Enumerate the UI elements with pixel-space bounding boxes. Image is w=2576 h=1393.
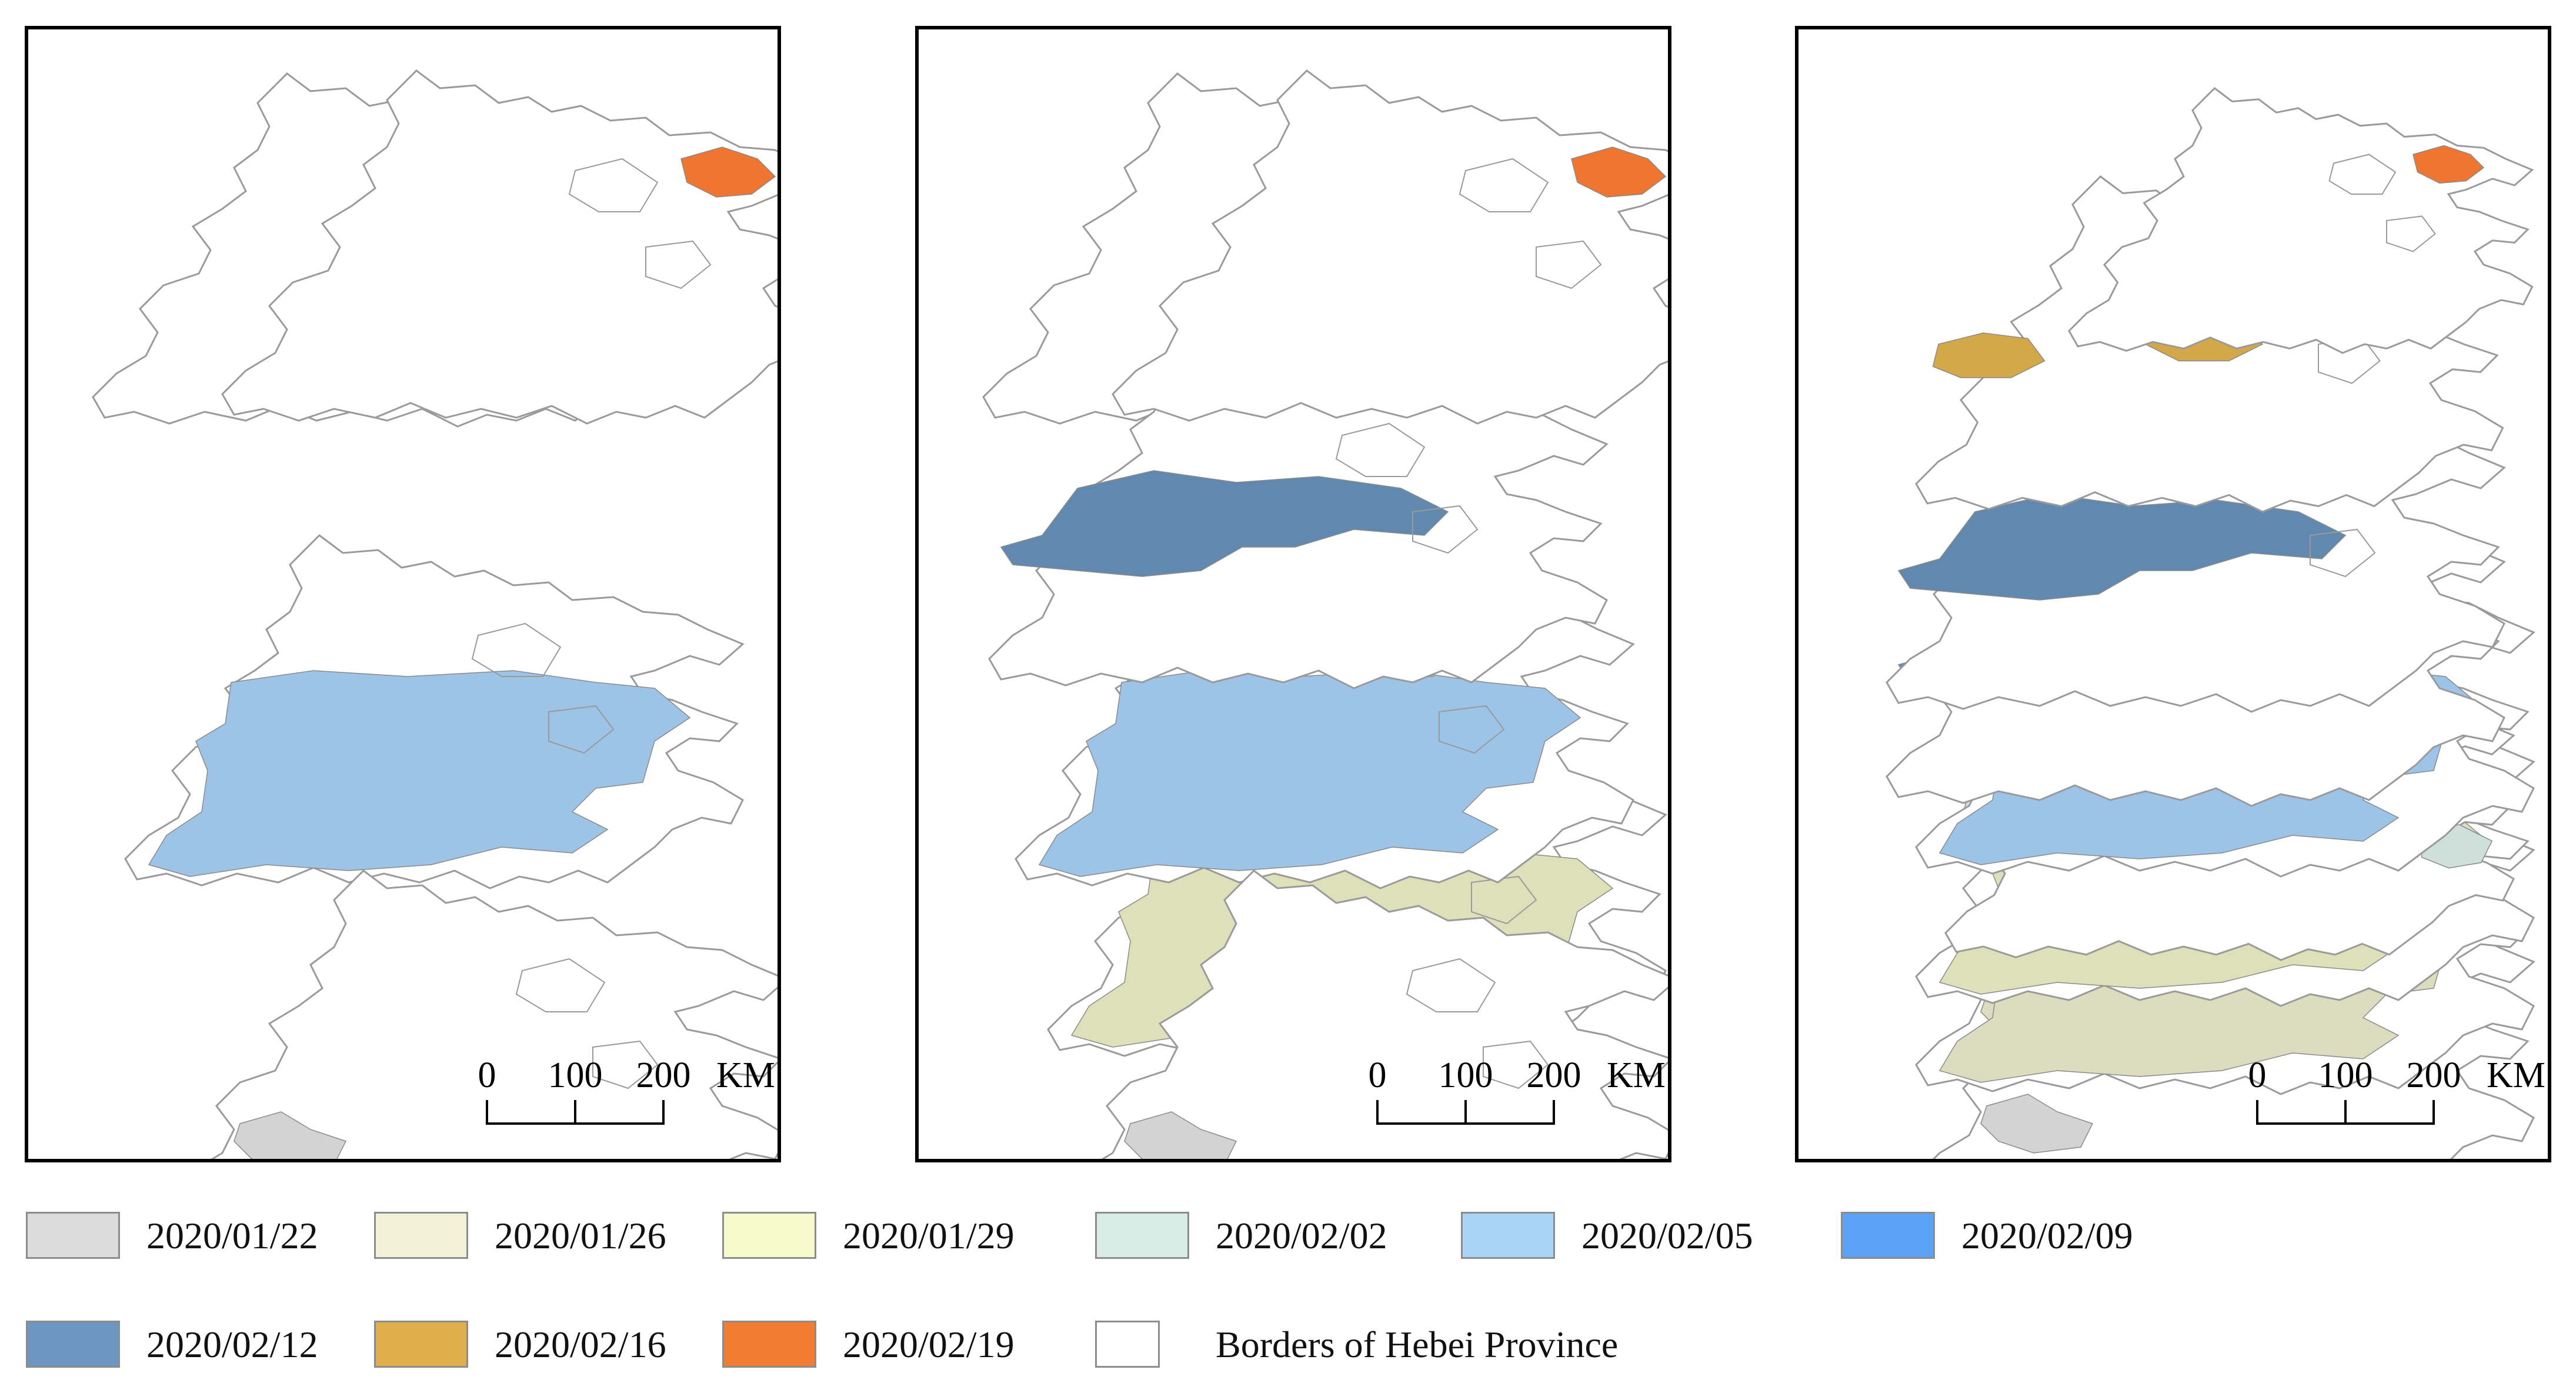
inner-border-2 xyxy=(1536,240,1602,289)
inner-border-1 xyxy=(1406,958,1496,1012)
legend-swatch xyxy=(1461,1212,1555,1259)
inner-border-1 xyxy=(515,958,606,1012)
legend-swatch xyxy=(26,1321,120,1368)
legend-item: 2020/02/16 xyxy=(374,1321,703,1374)
scale-unit: KM xyxy=(2487,1055,2545,1095)
scale-tick-label: 200 xyxy=(1527,1055,1581,1095)
legend-item: Borders of Hebei Province xyxy=(1095,1321,1742,1374)
scale-bar: 0 100 200 KM xyxy=(2248,1055,2545,1125)
legend-label: 2020/02/09 xyxy=(1961,1215,2133,1257)
legend-swatch xyxy=(722,1212,816,1259)
scale-tick-label: 0 xyxy=(478,1055,496,1095)
legend-swatch xyxy=(26,1212,120,1259)
city-region-sw xyxy=(233,1111,347,1159)
inner-border-1 xyxy=(471,622,562,677)
inner-border-2 xyxy=(645,240,712,289)
legend-item: 2020/01/29 xyxy=(722,1212,1052,1265)
map-canvas: 0 100 200 KM xyxy=(1886,87,2545,1159)
map-layer-9 xyxy=(2068,87,2534,354)
legend-swatch xyxy=(1095,1212,1189,1259)
legend-item: 2020/02/09 xyxy=(1841,1212,2170,1265)
inner-border-2 xyxy=(2310,528,2376,578)
legend-swatch xyxy=(374,1321,468,1368)
province-border xyxy=(1101,869,1668,1159)
legend-item: 2020/02/05 xyxy=(1461,1212,1790,1265)
legend-label: 2020/02/12 xyxy=(146,1324,318,1365)
scale-tick-label: 200 xyxy=(2407,1055,2461,1095)
inner-border-2 xyxy=(548,705,615,754)
map-layer-4 xyxy=(211,869,778,1159)
map-layer-5 xyxy=(1112,69,1668,425)
legend-label: 2020/02/02 xyxy=(1216,1215,1387,1257)
legend-swatch xyxy=(374,1212,468,1259)
inner-border-2 xyxy=(1483,1040,1549,1089)
inner-border-2 xyxy=(1471,875,1537,925)
legend-item: 2020/02/19 xyxy=(722,1321,1052,1374)
scale-bar: 0 100 200 KM xyxy=(1369,1055,1666,1125)
city-region-wide xyxy=(1000,470,1449,577)
map-panel-1: 0 100 200 KM xyxy=(25,26,781,1162)
map-panel-2: 0 100 200 KM xyxy=(915,26,1671,1162)
map-panel-3: 0 100 200 KM xyxy=(1795,26,2551,1162)
scale-tick-label: 100 xyxy=(1439,1055,1493,1095)
inner-border-2 xyxy=(2386,215,2436,252)
legend-label: 2020/01/26 xyxy=(495,1215,666,1257)
inner-border-2 xyxy=(592,1040,659,1089)
legend-swatch xyxy=(1841,1212,1935,1259)
city-region-sw xyxy=(1980,1094,2094,1154)
map-layer-3 xyxy=(221,69,778,425)
inner-border-1 xyxy=(1335,422,1426,477)
scale-bar: 0 100 200 KM xyxy=(478,1055,775,1125)
inner-border-1 xyxy=(568,158,659,212)
map-layer-6 xyxy=(1101,869,1668,1159)
city-region-ne xyxy=(2413,145,2485,184)
scale-tick-label: 100 xyxy=(548,1055,603,1095)
map-canvas: 0 100 200 KM xyxy=(92,69,778,1159)
city-region-west xyxy=(1932,332,2046,378)
inner-border-1 xyxy=(1459,158,1549,212)
province-border xyxy=(221,69,778,425)
inner-border-2 xyxy=(1439,705,1505,754)
legend-label: 2020/01/22 xyxy=(146,1215,318,1257)
city-region-sw xyxy=(1124,1111,1237,1159)
inner-border-2 xyxy=(1412,505,1479,554)
scale-tick-label: 0 xyxy=(2248,1055,2267,1095)
legend-label: Borders of Hebei Province xyxy=(1216,1324,1619,1365)
province-border xyxy=(1112,69,1668,425)
scale-tick-label: 0 xyxy=(1369,1055,1387,1095)
province-border xyxy=(211,869,778,1159)
scale-unit: KM xyxy=(1607,1055,1666,1095)
city-region-main xyxy=(148,670,691,877)
city-region-ne xyxy=(680,146,776,198)
legend-label: 2020/02/05 xyxy=(1581,1215,1753,1257)
map-canvas: 0 100 200 KM xyxy=(982,69,1668,1159)
city-region-main xyxy=(1038,670,1581,877)
legend-item: 2020/01/22 xyxy=(26,1212,355,1265)
city-region-ne xyxy=(1571,146,1667,198)
legend-item: 2020/01/26 xyxy=(374,1212,703,1265)
legend-swatch xyxy=(722,1321,816,1368)
legend-item: 2020/02/02 xyxy=(1095,1212,1424,1265)
scale-unit: KM xyxy=(716,1055,775,1095)
inner-border-1 xyxy=(2328,154,2397,195)
scale-tick-label: 100 xyxy=(2318,1055,2373,1095)
map-layer-2 xyxy=(124,534,745,889)
scale-tick-label: 200 xyxy=(636,1055,691,1095)
legend-label: 2020/01/29 xyxy=(843,1215,1015,1257)
legend-label: 2020/02/19 xyxy=(843,1324,1015,1365)
map-layer-4 xyxy=(988,334,1609,689)
legend-label: 2020/02/16 xyxy=(495,1324,666,1365)
legend-swatch xyxy=(1095,1321,1160,1368)
legend-item: 2020/02/12 xyxy=(26,1321,355,1374)
